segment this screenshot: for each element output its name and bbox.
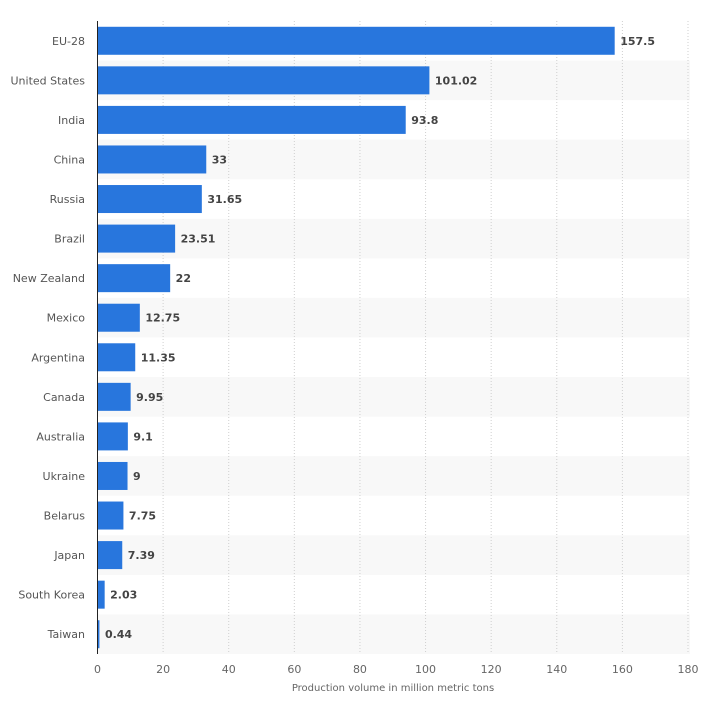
bar-new-zealand [98,264,171,293]
category-label: Brazil [54,233,85,246]
value-label: 11.35 [141,351,176,364]
value-label: 7.75 [129,510,156,523]
x-tick-label: 160 [612,663,633,676]
bar-eu-28 [98,26,615,55]
category-label: Mexico [47,312,86,325]
category-label: Russia [50,193,85,206]
value-label: 9 [133,470,141,483]
x-tick-label: 120 [481,663,502,676]
bar-belarus [98,501,124,530]
row-stripe [97,377,690,417]
value-label: 33 [212,153,227,166]
value-label: 12.75 [145,312,180,325]
category-label: EU-28 [52,35,85,48]
bar-ukraine [98,461,128,490]
category-label: Argentina [31,351,85,364]
bar-australia [98,422,128,451]
bar-japan [98,541,123,570]
value-label: 101.02 [435,74,477,87]
bar-russia [98,185,202,214]
value-label: 7.39 [128,549,155,562]
row-stripe [97,218,690,259]
value-label: 23.51 [181,233,216,246]
row-stripe [97,535,690,575]
value-label: 93.8 [411,114,438,127]
category-label: Ukraine [43,470,86,483]
value-label: 0.44 [105,628,132,641]
category-label: Canada [43,391,85,404]
x-tick-label: 60 [287,663,301,676]
bar-south-korea [98,580,105,609]
bar-united-states [98,66,430,95]
value-label: 9.95 [136,391,163,404]
x-tick-label: 80 [353,663,367,676]
bar-argentina [98,343,136,372]
value-label: 22 [176,272,191,285]
value-label: 31.65 [207,193,242,206]
category-label: United States [11,74,86,87]
category-label: India [58,114,85,127]
row-stripe [97,614,690,654]
category-label: New Zealand [13,272,85,285]
x-tick-label: 100 [415,663,436,676]
row-stripe [97,456,690,496]
bar-mexico [98,303,140,332]
x-tick-label: 20 [156,663,170,676]
value-label: 157.5 [620,35,655,48]
x-tick-label: 180 [678,663,699,676]
value-label: 2.03 [110,589,137,602]
category-label: Taiwan [47,628,85,641]
row-stripe [97,297,690,338]
value-label: 9.1 [133,430,153,443]
category-label: South Korea [18,589,85,602]
x-tick-label: 40 [222,663,236,676]
bar-canada [98,382,131,411]
category-label: Japan [53,549,85,562]
x-axis-label: Production volume in million metric tons [292,683,494,694]
bar-brazil [98,224,176,253]
x-tick-label: 0 [94,663,101,676]
category-label: China [54,153,85,166]
category-label: Australia [36,430,85,443]
bar-taiwan [98,620,100,649]
x-tick-label: 140 [546,663,567,676]
bar-india [98,105,406,134]
category-label: Belarus [44,510,86,523]
bar-china [98,145,207,174]
